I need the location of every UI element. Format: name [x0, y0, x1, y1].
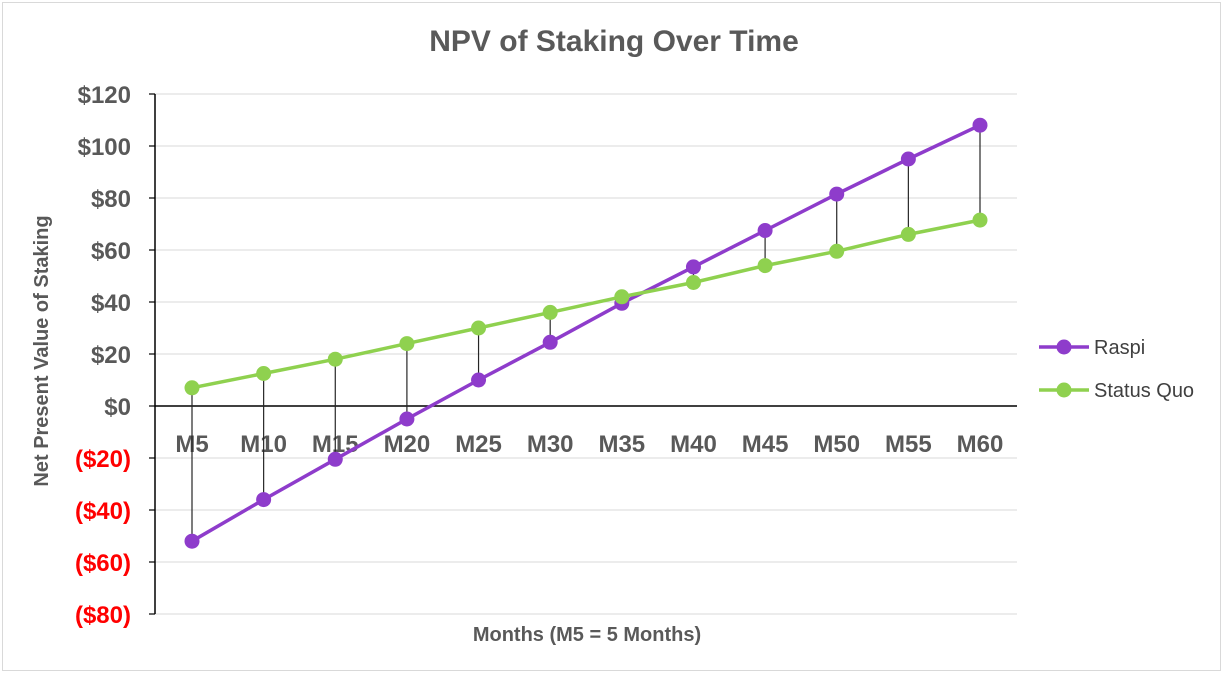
legend-item: Status Quo	[1039, 380, 1194, 402]
x-tick-label: M20	[384, 431, 431, 458]
y-tick-label: $120	[78, 82, 131, 109]
legend-swatch-marker	[1056, 339, 1072, 355]
y-tick-label: ($20)	[75, 446, 131, 473]
data-point	[685, 259, 701, 275]
series	[184, 117, 988, 549]
data-point	[972, 212, 988, 228]
y-tick-label: $80	[91, 186, 131, 213]
y-tick-label: $40	[91, 290, 131, 317]
series-line	[191, 123, 981, 543]
series-raspi	[184, 117, 988, 549]
chart-title: NPV of Staking Over Time	[429, 25, 799, 58]
data-point	[757, 258, 773, 274]
data-point	[256, 366, 272, 381]
data-point	[327, 351, 343, 367]
data-point	[184, 380, 200, 396]
x-tick-label: M45	[742, 431, 789, 458]
data-point	[900, 151, 916, 167]
data-point	[829, 186, 845, 202]
gridlines	[155, 93, 1017, 615]
npv-line-chart: NPV of Staking Over Time $120$100$80$60$…	[31, 25, 1194, 646]
data-point	[184, 533, 200, 549]
data-point	[757, 223, 773, 238]
y-tick-label: $0	[104, 394, 131, 421]
data-point	[256, 492, 272, 508]
data-point	[542, 304, 558, 320]
data-point	[399, 411, 415, 427]
x-axis-title: Months (M5 = 5 Months)	[473, 624, 701, 646]
series-line	[191, 218, 981, 390]
legend-label: Raspi	[1094, 337, 1145, 359]
y-axis-ticks: $120 $100 $80 $60 $40 $20 $0 ($20) ($40) ($60) ($8…	[75, 82, 131, 629]
legend-label: Status Quo	[1094, 380, 1194, 402]
y-tick-label: $20	[91, 342, 131, 369]
data-point	[685, 275, 701, 290]
data-point	[542, 334, 558, 350]
data-point	[900, 226, 916, 242]
series-status-quo	[184, 212, 988, 396]
x-tick-label: M30	[527, 431, 574, 458]
x-tick-label: M25	[455, 431, 502, 458]
y-tick-label: ($60)	[75, 550, 131, 577]
y-tick-label: ($40)	[75, 498, 131, 525]
data-point	[327, 451, 343, 467]
legend-swatch-marker	[1056, 382, 1072, 398]
drop-lines	[191, 125, 981, 542]
y-axis-title: Net Present Value of Staking	[31, 215, 53, 486]
data-point	[471, 320, 487, 336]
x-axis-ticks: M5 M10 M15 M20 M25 M30 M35 M40 M45 M50 M55 M60	[175, 431, 1003, 458]
x-tick-label: M60	[957, 431, 1004, 458]
data-point	[399, 336, 415, 352]
y-tick-label: $100	[78, 134, 131, 161]
axes	[149, 93, 1017, 615]
data-point	[614, 289, 630, 305]
x-tick-label: M55	[885, 431, 932, 458]
data-point	[471, 372, 487, 388]
legend-item: Raspi	[1039, 337, 1145, 359]
data-point	[829, 243, 845, 259]
x-tick-label: M40	[670, 431, 717, 458]
data-point	[972, 117, 988, 133]
x-tick-label: M35	[598, 431, 645, 458]
x-tick-label: M50	[813, 431, 860, 458]
legend: Raspi Status Quo	[1039, 337, 1194, 402]
y-tick-label: ($80)	[75, 602, 131, 629]
y-tick-label: $60	[91, 238, 131, 265]
